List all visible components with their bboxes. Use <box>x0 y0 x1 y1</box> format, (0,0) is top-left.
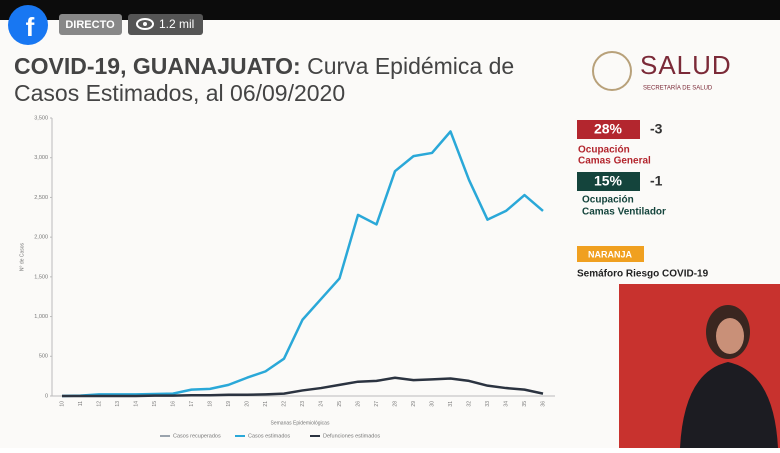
series-line <box>61 130 544 398</box>
x-tick-label: 10 <box>59 401 65 407</box>
y-tick-label: 2,500 <box>34 195 48 201</box>
risk-level: NARANJA <box>588 249 633 259</box>
live-badge <box>59 14 122 35</box>
x-tick-label: 11 <box>78 401 84 406</box>
series-line <box>62 376 544 398</box>
title-lead: COVID-19, GUANAJUATO: <box>14 53 301 79</box>
x-tick-label: 20 <box>244 401 250 407</box>
x-tick-label: 18 <box>207 401 213 407</box>
x-tick-label: 19 <box>226 401 232 407</box>
eye-icon <box>136 18 154 30</box>
legend-label: Casos recuperados <box>173 433 221 439</box>
indicator-line1: Ocupación <box>578 145 630 156</box>
x-tick-label: 15 <box>152 401 158 407</box>
title-line1: COVID-19, GUANAJUATO: Curva Epidémica de <box>14 53 514 79</box>
y-axis-label: N° de Casos <box>19 242 25 271</box>
x-tick-label: 22 <box>281 401 287 407</box>
logo-seal <box>592 51 632 91</box>
risk-label: Semáforo Riesgo COVID-19 <box>577 269 709 280</box>
indicator-line2: Camas Ventilador <box>582 207 666 218</box>
y-tick-label: 1,000 <box>34 314 48 320</box>
x-tick-label: 17 <box>189 401 195 407</box>
eye-pupil <box>143 22 147 26</box>
x-axis-label: Semanas Epidemiológicas <box>271 420 330 426</box>
x-tick-label: 27 <box>374 401 380 407</box>
interpreter-face <box>716 318 744 354</box>
x-tick-label: 12 <box>96 401 102 407</box>
y-tick-label: 3,000 <box>34 155 48 161</box>
x-tick-label: 13 <box>115 401 121 407</box>
indicator-line1: Ocupación <box>582 195 634 206</box>
indicator-value: 28% <box>594 121 623 137</box>
x-tick-label: 14 <box>133 401 139 407</box>
facebook-icon[interactable] <box>8 5 48 45</box>
indicator-line2: Camas General <box>578 156 651 167</box>
x-tick-label: 31 <box>448 401 454 407</box>
x-tick-label: 33 <box>485 401 491 407</box>
title-rest: Curva Epidémica de <box>307 53 514 79</box>
x-tick-label: 16 <box>170 401 176 407</box>
x-tick-label: 28 <box>392 401 398 407</box>
indicator-change: -3 <box>650 121 663 137</box>
x-tick-label: 30 <box>429 401 435 407</box>
y-tick-label: 500 <box>39 354 48 360</box>
x-tick-label: 23 <box>300 401 306 407</box>
indicator-value: 15% <box>594 173 623 189</box>
x-tick-label: 21 <box>263 401 269 407</box>
indicator-box <box>577 172 640 191</box>
live-label: DIRECTO <box>65 19 115 31</box>
x-tick-label: 36 <box>540 401 546 407</box>
y-tick-label: 0 <box>45 393 48 399</box>
x-tick-label: 35 <box>522 401 528 407</box>
x-tick-label: 34 <box>503 401 509 407</box>
y-tick-label: 2,000 <box>34 235 48 241</box>
risk-box <box>577 246 644 262</box>
indicator-box <box>577 120 640 139</box>
legend-label: Defunciones estimados <box>323 433 380 439</box>
logo-sub: SECRETARÍA DE SALUD <box>643 85 713 92</box>
viewers: 1.2 mil <box>159 17 194 31</box>
title-line2: Casos Estimados, al 06/09/2020 <box>14 80 345 106</box>
x-tick-label: 26 <box>355 401 361 407</box>
x-tick-label: 32 <box>466 401 472 407</box>
x-tick-label: 25 <box>337 401 343 407</box>
x-tick-label: 24 <box>318 401 324 407</box>
y-tick-label: 3,500 <box>34 115 48 121</box>
interpreter-body <box>680 362 778 448</box>
chart: N° de Casos Semanas Epidemiológicas 0 500… <box>19 115 555 439</box>
y-tick-label: 1,500 <box>34 274 48 280</box>
logo-text: SALUD <box>640 50 732 80</box>
legend-label: Casos estimados <box>248 433 290 439</box>
x-tick-label: 29 <box>411 401 417 407</box>
facebook-f: f <box>26 12 35 42</box>
indicator-change: -1 <box>650 173 663 189</box>
